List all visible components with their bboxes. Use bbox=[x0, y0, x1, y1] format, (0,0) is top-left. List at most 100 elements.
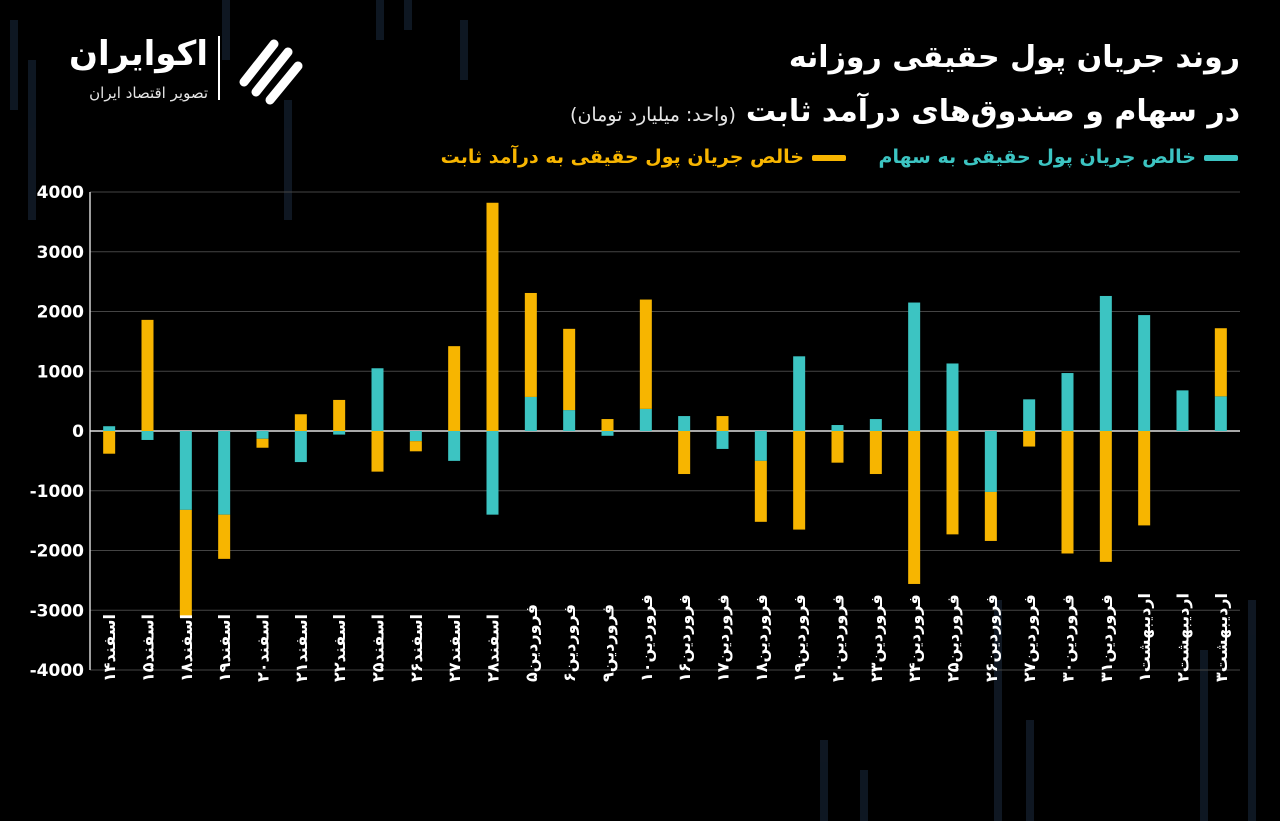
bar-stocks bbox=[908, 302, 921, 431]
x-tick-label: اسفند۲۱ bbox=[292, 614, 311, 682]
bar-fixed-income bbox=[486, 202, 499, 431]
bar-stocks bbox=[601, 431, 614, 436]
bar-fixed-income bbox=[141, 319, 154, 431]
legend-item-stocks: خالص جریان پول حقیقی به سهام bbox=[879, 146, 1238, 168]
bar-fixed-income bbox=[1138, 431, 1151, 526]
bar-fixed-income bbox=[831, 431, 844, 463]
bar-stocks bbox=[371, 368, 384, 431]
bar-stocks bbox=[1061, 373, 1074, 431]
chart-title: روند جریان پول حقیقی روزانه bbox=[788, 40, 1240, 75]
brand-logo: اکوایران تصویر اقتصاد ایران bbox=[48, 30, 318, 110]
legend-label-stocks: خالص جریان پول حقیقی به سهام bbox=[878, 146, 1196, 168]
bar-stocks bbox=[1176, 390, 1189, 431]
bar-fixed-income bbox=[908, 431, 921, 584]
bar-stocks bbox=[946, 363, 959, 431]
bar-stocks bbox=[754, 431, 767, 461]
chart-subtitle: در سهام و صندوق‌های درآمد ثابت (واحد: میل… bbox=[440, 94, 1240, 129]
bar-stocks bbox=[294, 431, 307, 463]
x-tick-label: فروردین۱۶ bbox=[675, 594, 694, 682]
bar-fixed-income bbox=[333, 399, 346, 431]
legend-item-fixed-income: خالص جریان پول حقیقی به درآمد ثابت bbox=[441, 146, 846, 168]
x-tick-label: اسفند۲۰ bbox=[254, 614, 273, 682]
bar-fixed-income bbox=[1061, 431, 1074, 554]
x-tick-label: اسفند۱۸ bbox=[177, 614, 196, 682]
bar-fixed-income bbox=[179, 509, 192, 618]
bar-stocks bbox=[218, 431, 231, 515]
y-tick-label: 0 bbox=[72, 422, 84, 442]
chart-subtitle-text: در سهام و صندوق‌های درآمد ثابت bbox=[745, 94, 1240, 129]
bar-stocks bbox=[1099, 295, 1112, 431]
bar-fixed-income bbox=[716, 416, 729, 431]
y-tick-label: 2000 bbox=[37, 303, 84, 323]
bar-stocks bbox=[831, 425, 844, 431]
y-tick-label: 4000 bbox=[37, 183, 84, 203]
bar-stocks bbox=[524, 396, 537, 431]
x-tick-label: فروردین۲۵ bbox=[944, 594, 963, 682]
bar-fixed-income bbox=[946, 431, 959, 535]
bar-stocks bbox=[678, 416, 691, 431]
bar-fixed-income bbox=[601, 419, 614, 431]
bar-stocks bbox=[639, 408, 652, 431]
bar-stocks bbox=[1023, 399, 1036, 431]
x-tick-label: فروردین۲۷ bbox=[1020, 594, 1039, 682]
x-tick-label: اسفند۲۷ bbox=[445, 614, 464, 682]
bar-fixed-income bbox=[563, 328, 576, 411]
bar-stocks bbox=[716, 431, 729, 449]
y-tick-label: -3000 bbox=[30, 601, 85, 621]
y-tick-label: -1000 bbox=[30, 482, 85, 502]
x-tick-label: فروردین۶ bbox=[560, 604, 579, 682]
y-tick-label: -2000 bbox=[30, 542, 85, 562]
brand-mark-icon bbox=[239, 39, 303, 105]
chart-legend: خالص جریان پول حقیقی به سهام خالص جریان … bbox=[338, 146, 1238, 180]
bar-fixed-income bbox=[103, 431, 116, 454]
x-tick-label: اسفند۲۵ bbox=[369, 614, 388, 682]
x-tick-label: فروردین۱۸ bbox=[752, 594, 771, 682]
x-tick-label: اردیبهشت۳ bbox=[1212, 593, 1231, 682]
x-tick-label: فروردین۲۴ bbox=[905, 594, 924, 682]
bar-fixed-income bbox=[1099, 431, 1112, 562]
x-tick-label: اسفند۲۸ bbox=[484, 614, 503, 682]
x-tick-label: فروردین۳۱ bbox=[1097, 594, 1116, 682]
unit-label: (واحد: میلیارد تومان) bbox=[570, 104, 736, 126]
bar-fixed-income bbox=[1214, 328, 1227, 397]
bar-fixed-income bbox=[448, 346, 461, 431]
x-tick-label: فروردین۲۶ bbox=[982, 594, 1001, 682]
bar-fixed-income bbox=[294, 414, 307, 431]
x-tick-label: اسفند۲۶ bbox=[407, 614, 426, 682]
bar-fixed-income bbox=[869, 431, 882, 475]
x-tick-label: اسفند۱۹ bbox=[215, 614, 234, 682]
bar-stocks bbox=[448, 431, 461, 461]
bar-stocks bbox=[409, 431, 422, 442]
y-tick-label: 3000 bbox=[37, 243, 84, 263]
y-tick-label: -4000 bbox=[30, 661, 85, 681]
x-tick-label: فروردین۱۷ bbox=[714, 594, 733, 682]
bar-stocks bbox=[1214, 396, 1227, 431]
logo-divider bbox=[218, 36, 220, 100]
x-tick-label: فروردین۹ bbox=[599, 604, 618, 682]
legend-swatch-stocks bbox=[1204, 154, 1238, 161]
legend-label-fixed-income: خالص جریان پول حقیقی به درآمد ثابت bbox=[440, 146, 804, 168]
bar-fixed-income bbox=[984, 491, 997, 541]
bar-fixed-income bbox=[793, 431, 806, 530]
bar-stocks bbox=[179, 431, 192, 510]
bar-fixed-income bbox=[754, 460, 767, 522]
bar-fixed-income bbox=[639, 299, 652, 409]
bar-fixed-income bbox=[524, 292, 537, 397]
bar-stocks bbox=[869, 419, 882, 431]
bar-fixed-income bbox=[371, 431, 384, 472]
bar-stocks bbox=[486, 431, 499, 515]
bar-stocks bbox=[256, 431, 269, 439]
x-tick-label: فروردین۳۰ bbox=[1059, 594, 1078, 682]
x-tick-label: اردیبهشت۲ bbox=[1174, 593, 1193, 682]
x-tick-label: اردیبهشت۱ bbox=[1135, 593, 1154, 682]
bar-stocks bbox=[141, 431, 154, 440]
x-tick-label: اسفند۱۵ bbox=[139, 614, 158, 682]
bar-stocks bbox=[1138, 315, 1151, 431]
bar-fixed-income bbox=[1023, 431, 1036, 447]
bar-stocks bbox=[984, 431, 997, 492]
legend-swatch-fixed-income bbox=[811, 154, 846, 161]
bar-stocks bbox=[103, 426, 116, 431]
x-tick-label: فروردین۵ bbox=[522, 604, 541, 682]
bar-stocks bbox=[563, 410, 576, 431]
